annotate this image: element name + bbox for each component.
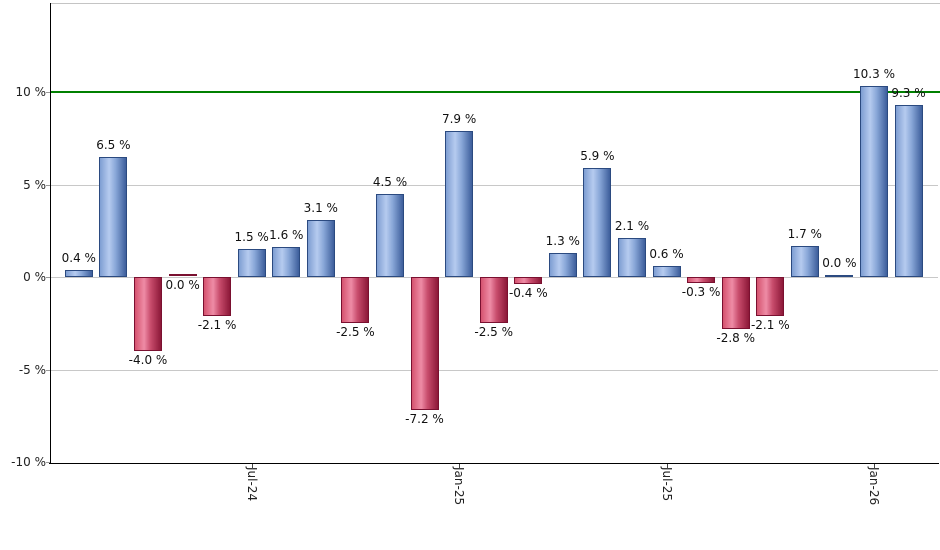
gridline: [51, 185, 938, 186]
bar: [721, 277, 750, 329]
bar: [99, 157, 128, 277]
bar-value-label: 2.1 %: [614, 219, 650, 233]
bar: [479, 277, 508, 323]
bar-value-label: 0.0 %: [822, 256, 857, 270]
bar-value-label: 6.5 %: [96, 138, 131, 152]
y-axis-label: -10 %: [11, 455, 46, 469]
y-axis-label: 5 %: [23, 178, 46, 192]
bar: [514, 277, 543, 284]
x-axis-tick: [874, 463, 875, 469]
y-axis-label: 10 %: [15, 85, 47, 99]
bar: [64, 270, 93, 277]
bar: [756, 277, 785, 316]
x-axis-label: Jan-25: [452, 467, 466, 506]
bar-value-label: 0.0 %: [165, 278, 200, 292]
bar: [894, 105, 923, 277]
x-axis: [49, 463, 939, 464]
bar-value-label: 10.3 %: [853, 67, 895, 81]
bar-value-label: 4.5 %: [372, 175, 408, 189]
bar-value-label: 5.9 %: [580, 149, 615, 163]
bar: [860, 86, 888, 277]
gridline: [51, 370, 938, 371]
y-axis-tick: [46, 92, 50, 93]
bar-value-label: -2.1 %: [750, 318, 790, 332]
bar: [306, 220, 335, 277]
y-axis-tick: [46, 462, 50, 463]
bar-value-label: -2.5 %: [336, 325, 375, 339]
bar-value-label: 1.5 %: [234, 230, 269, 244]
x-axis-label: Jul-24: [245, 467, 259, 502]
bar-value-label: -0.4 %: [508, 286, 548, 300]
bar-value-label: -7.2 %: [405, 412, 444, 426]
bar-value-label: 0.4 %: [61, 251, 96, 265]
y-axis: [50, 3, 51, 463]
bar-value-label: -2.1 %: [197, 318, 237, 332]
bar-value-label: 9.3 %: [891, 86, 926, 100]
bar: [134, 277, 162, 351]
bar-value-label: -2.5 %: [474, 325, 513, 339]
bar: [790, 246, 819, 277]
x-axis-tick: [252, 463, 253, 469]
bar: [548, 253, 577, 277]
bar-value-label: 0.6 %: [649, 247, 684, 261]
bar-value-label: -2.8 %: [716, 331, 755, 345]
y-axis-label: 0 %: [23, 270, 46, 284]
y-axis-label: -5 %: [18, 363, 46, 377]
bar: [445, 131, 474, 277]
bar: [237, 249, 266, 277]
bar: [341, 277, 370, 323]
bar: [203, 277, 232, 316]
bar-value-label: -4.0 %: [128, 353, 168, 367]
bar: [168, 274, 197, 276]
x-axis-tick: [459, 463, 460, 469]
bar: [825, 275, 854, 277]
y-axis-tick: [46, 277, 50, 278]
bar: [376, 194, 404, 277]
x-axis-label: Jan-26: [867, 467, 881, 506]
bar: [687, 277, 716, 283]
bar-value-label: -0.3 %: [681, 285, 721, 299]
bar: [410, 277, 439, 410]
y-axis-tick: [46, 185, 50, 186]
bar-value-label: 1.6 %: [269, 228, 304, 242]
bar-value-label: 3.1 %: [303, 201, 338, 215]
reference-line: [50, 91, 940, 93]
y-axis-tick: [46, 370, 50, 371]
bar: [272, 247, 301, 277]
x-axis-label: Jul-25: [660, 467, 674, 502]
x-axis-tick: [667, 463, 668, 469]
plot-top-border: [50, 3, 940, 4]
bar: [618, 238, 646, 277]
bar-value-label: 1.3 %: [545, 234, 580, 248]
bar: [652, 266, 681, 277]
bar-value-label: 7.9 %: [441, 112, 477, 126]
bar: [583, 168, 612, 277]
bar-value-label: 1.7 %: [787, 227, 822, 241]
